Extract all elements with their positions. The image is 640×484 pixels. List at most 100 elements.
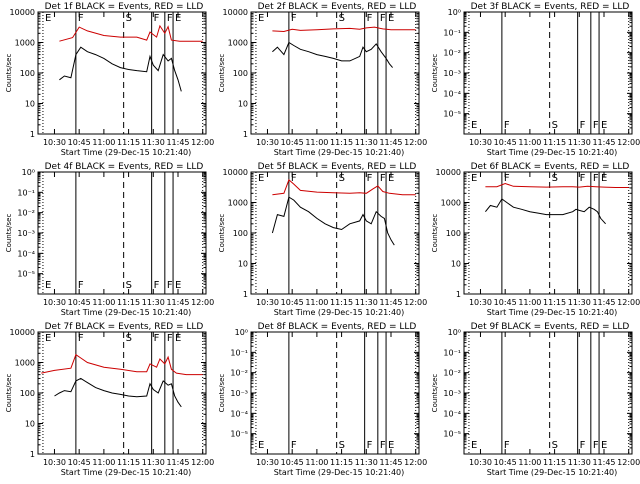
y-tick-label: 1 bbox=[30, 450, 35, 459]
marker-label: S bbox=[126, 280, 132, 291]
detector-panel: Det 8f BLACK = Events, RED = LLD 10⁻⁵ 10⁻⁴… bbox=[218, 322, 427, 477]
marker-label: S bbox=[339, 173, 345, 184]
x-tick-label: 11:00 bbox=[305, 458, 328, 467]
y-tick-label: 10 bbox=[25, 100, 35, 109]
y-tick-label: 10⁻³ bbox=[443, 69, 461, 78]
x-tick-label: 10:45 bbox=[68, 138, 91, 147]
marker-label: F bbox=[580, 173, 586, 184]
marker-label: F bbox=[78, 333, 84, 344]
lld-series-line bbox=[272, 26, 416, 33]
y-tick-label: 10⁻⁵ bbox=[230, 430, 248, 439]
y-tick-label: 1000 bbox=[228, 199, 248, 208]
y-tick-label: 1000 bbox=[15, 39, 35, 48]
x-tick-label: 12:00 bbox=[617, 298, 640, 307]
x-tick-label: 11:15 bbox=[117, 138, 140, 147]
marker-label: F bbox=[593, 440, 599, 451]
x-axis-label: Start Time (29-Dec-15 10:21:40) bbox=[61, 468, 192, 477]
events-series-line bbox=[485, 198, 606, 225]
y-tick-label: 10⁻⁵ bbox=[443, 110, 461, 119]
plot-frame bbox=[250, 331, 420, 455]
marker-label: E bbox=[258, 173, 264, 184]
x-tick-label: 11:00 bbox=[518, 138, 541, 147]
events-series-line bbox=[54, 377, 182, 408]
x-tick-label: 10:45 bbox=[281, 458, 304, 467]
x-tick-label: 10:45 bbox=[68, 298, 91, 307]
y-tick-label: 100 bbox=[446, 229, 461, 238]
x-tick-label: 11:45 bbox=[166, 298, 189, 307]
marker-label: F bbox=[380, 13, 386, 24]
marker-label: S bbox=[339, 13, 345, 24]
marker-label: F bbox=[593, 173, 599, 184]
marker-label: F bbox=[504, 120, 510, 131]
panel-title: Det 6f BLACK = Events, RED = LLD bbox=[471, 162, 630, 172]
marker-label: E bbox=[471, 173, 477, 184]
x-tick-label: 11:15 bbox=[117, 298, 140, 307]
y-tick-label: 10⁻² bbox=[17, 209, 35, 218]
x-tick-label: 10:45 bbox=[494, 458, 517, 467]
marker-label: F bbox=[78, 280, 84, 291]
y-tick-label: 10⁻³ bbox=[443, 389, 461, 398]
marker-label: S bbox=[552, 120, 558, 131]
y-axis-label: Counts/sec bbox=[218, 54, 226, 93]
x-tick-label: 10:30 bbox=[43, 298, 66, 307]
y-axis-label: Counts/sec bbox=[431, 54, 439, 93]
y-axis-label: Counts/sec bbox=[218, 374, 226, 413]
marker-label: S bbox=[552, 440, 558, 451]
y-tick-label: 10⁻⁴ bbox=[443, 409, 461, 418]
x-tick-label: 11:15 bbox=[330, 298, 353, 307]
x-tick-label: 11:45 bbox=[592, 298, 615, 307]
x-tick-label: 10:30 bbox=[43, 458, 66, 467]
marker-label: E bbox=[175, 280, 181, 291]
plot-frame bbox=[37, 331, 207, 455]
panel-title: Det 4f BLACK = Events, RED = LLD bbox=[45, 162, 204, 172]
y-axis-label: Counts/sec bbox=[218, 214, 226, 253]
x-axis-label: Start Time (29-Dec-15 10:21:40) bbox=[487, 308, 618, 317]
x-tick-label: 11:15 bbox=[543, 298, 566, 307]
y-tick-label: 100 bbox=[233, 229, 248, 238]
y-tick-label: 10⁻¹ bbox=[443, 348, 461, 357]
y-tick-label: 10⁰ bbox=[448, 328, 461, 337]
marker-label: F bbox=[167, 280, 173, 291]
x-tick-label: 11:30 bbox=[142, 458, 165, 467]
detector-panel: Det 9f BLACK = Events, RED = LLD 10⁻⁵ 10⁻⁴… bbox=[431, 322, 640, 477]
x-tick-label: 10:30 bbox=[469, 138, 492, 147]
marker-label: F bbox=[167, 333, 173, 344]
x-tick-label: 10:30 bbox=[256, 298, 279, 307]
panel-title: Det 1f BLACK = Events, RED = LLD bbox=[45, 2, 204, 12]
y-axis-label: Counts/sec bbox=[5, 374, 13, 413]
x-tick-label: 10:30 bbox=[43, 138, 66, 147]
x-tick-label: 11:00 bbox=[92, 138, 115, 147]
x-axis-label: Start Time (29-Dec-15 10:21:40) bbox=[487, 148, 618, 157]
y-tick-label: 1 bbox=[30, 130, 35, 139]
y-tick-label: 10⁻⁴ bbox=[17, 249, 35, 258]
y-tick-label: 1000 bbox=[228, 39, 248, 48]
y-tick-label: 1000 bbox=[15, 359, 35, 368]
panel-title: Det 9f BLACK = Events, RED = LLD bbox=[471, 322, 630, 332]
y-tick-label: 1000 bbox=[441, 199, 461, 208]
plot-frame bbox=[463, 171, 633, 295]
marker-label: F bbox=[504, 440, 510, 451]
y-tick-label: 10⁻² bbox=[443, 49, 461, 58]
marker-label: E bbox=[45, 280, 51, 291]
x-tick-label: 10:45 bbox=[68, 458, 91, 467]
x-tick-label: 10:30 bbox=[256, 138, 279, 147]
y-axis-label: Counts/sec bbox=[5, 214, 13, 253]
marker-label: S bbox=[552, 173, 558, 184]
x-tick-label: 11:30 bbox=[568, 138, 591, 147]
y-tick-label: 10⁻⁵ bbox=[443, 430, 461, 439]
panel-title: Det 7f BLACK = Events, RED = LLD bbox=[45, 322, 204, 332]
lld-series-line bbox=[59, 24, 203, 42]
y-tick-label: 10⁻⁴ bbox=[230, 409, 248, 418]
x-tick-label: 12:00 bbox=[617, 138, 640, 147]
marker-label: E bbox=[601, 173, 607, 184]
y-axis-label: Counts/sec bbox=[5, 54, 13, 93]
x-tick-label: 12:00 bbox=[404, 138, 427, 147]
y-tick-label: 10⁻³ bbox=[17, 229, 35, 238]
y-tick-label: 10000 bbox=[10, 8, 35, 17]
x-tick-label: 11:00 bbox=[518, 298, 541, 307]
x-tick-label: 11:45 bbox=[379, 298, 402, 307]
marker-label: E bbox=[601, 440, 607, 451]
x-tick-label: 11:45 bbox=[166, 458, 189, 467]
x-tick-label: 11:15 bbox=[330, 458, 353, 467]
